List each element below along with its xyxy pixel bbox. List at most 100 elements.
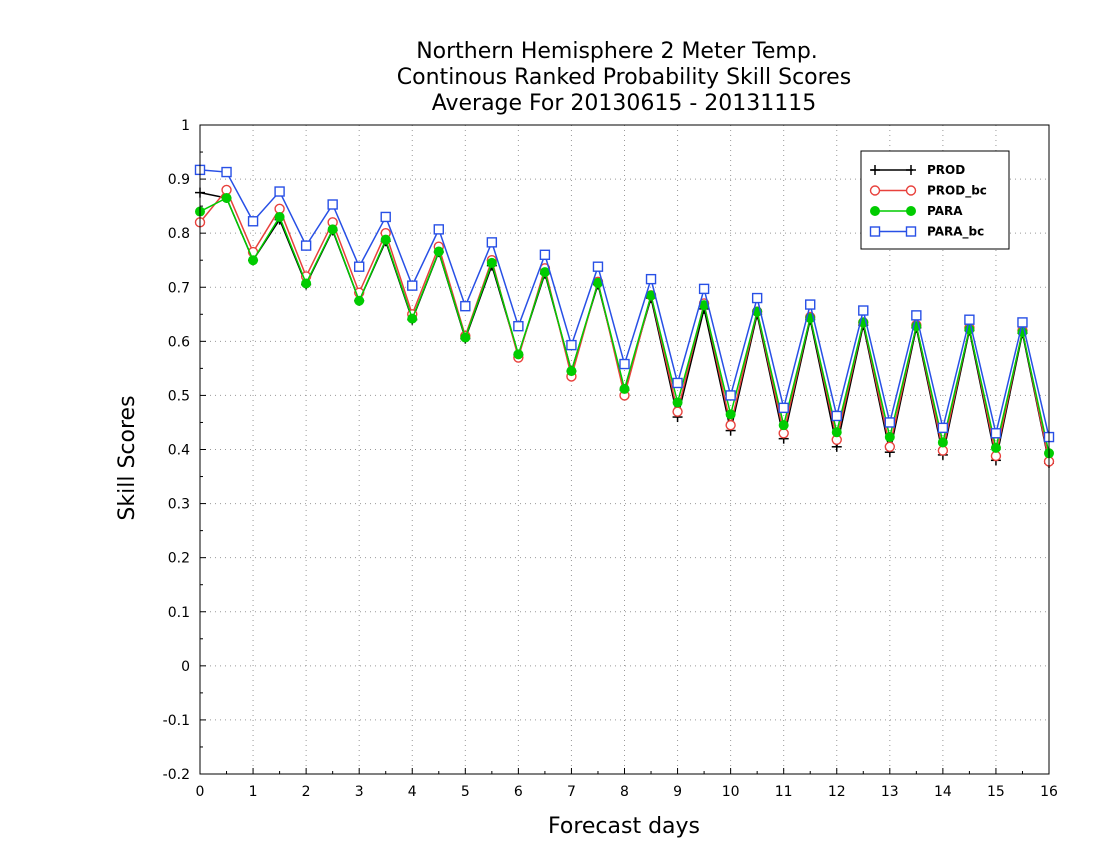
y-tick-label: 0.4 [168, 443, 190, 459]
data-point [247, 216, 259, 227]
x-tick-label: 2 [302, 784, 311, 800]
data-point [725, 419, 736, 431]
data-point [698, 283, 710, 295]
y-tick-label: 0.8 [168, 226, 190, 242]
legend-marker [906, 165, 916, 175]
x-tick-label: 0 [196, 784, 205, 800]
data-point [751, 292, 763, 304]
data-point [433, 224, 444, 235]
data-point [221, 166, 232, 178]
y-tick-label: 0.6 [168, 334, 190, 350]
data-point [513, 320, 524, 332]
data-point [725, 409, 736, 420]
legend-marker [870, 165, 880, 175]
x-tick-label: 6 [514, 784, 523, 800]
data-point [301, 278, 312, 289]
legend-marker [869, 185, 881, 196]
x-tick-label: 15 [987, 784, 1005, 800]
legend-label: PROD_bc [927, 184, 987, 199]
y-tick-label: 0.2 [168, 551, 190, 567]
data-point [990, 442, 1001, 453]
data-point [805, 299, 816, 310]
axis-ticks: 0 1 2 3 4 5 6 7 8 9 10 11 12 13 14 15 1610.90.80.70.60.5… [163, 118, 1058, 800]
series-plot [194, 164, 1055, 469]
data-point [513, 349, 524, 360]
data-point [460, 300, 471, 312]
data-point [937, 437, 948, 448]
data-point [884, 432, 895, 443]
x-tick-label: 3 [355, 784, 364, 800]
data-point [672, 397, 683, 408]
series-para-bc [194, 164, 1055, 443]
data-point [566, 339, 577, 351]
legend-label: PROD [927, 163, 965, 177]
legend-label: PARA_bc [927, 225, 984, 240]
data-point [539, 267, 550, 278]
data-point [619, 358, 630, 370]
title-line-1: Northern Hemisphere 2 Meter Temp. [416, 39, 818, 64]
legend-entry: PROD_bc [869, 184, 987, 199]
legend-entry: PARA_bc [869, 225, 984, 240]
data-point [354, 295, 365, 306]
data-point [327, 224, 338, 235]
data-point [619, 383, 630, 394]
y-tick-label: -0.2 [163, 767, 190, 783]
y-tick-label: 0.7 [168, 280, 190, 296]
x-tick-label: 8 [620, 784, 629, 800]
legend-marker [905, 226, 917, 237]
title-line-2: Continous Ranked Probability Skill Score… [397, 65, 851, 90]
y-tick-label: 0.5 [168, 388, 190, 404]
data-point [486, 237, 498, 248]
x-tick-label: 1 [249, 784, 258, 800]
legend-marker [869, 226, 881, 237]
legend-marker [906, 206, 916, 216]
legend-marker [905, 185, 917, 196]
data-point [831, 427, 842, 438]
x-tick-label: 4 [408, 784, 417, 800]
data-point [672, 406, 683, 417]
x-tick-label: 7 [567, 784, 576, 800]
data-point [884, 417, 896, 428]
data-point [964, 314, 975, 325]
data-point [725, 390, 736, 401]
data-point [778, 402, 789, 414]
data-point [407, 280, 418, 291]
legend-box [860, 150, 1010, 250]
legend-entry: PROD [870, 163, 965, 177]
data-point [407, 313, 418, 324]
data-point [327, 199, 338, 210]
data-point [460, 332, 471, 343]
x-tick-label: 10 [722, 784, 740, 800]
data-point [539, 249, 551, 261]
data-point [380, 211, 391, 223]
data-point [911, 310, 922, 321]
x-tick-label: 16 [1040, 784, 1058, 800]
data-point [274, 186, 285, 197]
data-point [566, 366, 577, 377]
y-axis-label: Skill Scores [115, 395, 140, 520]
data-point [937, 422, 949, 434]
data-point [831, 410, 842, 422]
data-point [884, 441, 896, 452]
data-point [645, 273, 657, 285]
data-point [248, 255, 259, 266]
data-point [221, 193, 232, 204]
data-point [778, 420, 789, 431]
data-point [858, 305, 869, 316]
data-point [433, 246, 444, 257]
data-point [592, 261, 604, 272]
x-tick-label: 13 [881, 784, 899, 800]
data-point [1017, 317, 1028, 328]
data-point [486, 257, 497, 268]
data-point [353, 261, 365, 272]
y-tick-label: -0.1 [163, 713, 190, 729]
grid [200, 125, 1049, 774]
x-tick-label: 11 [775, 784, 793, 800]
x-axis-label: Forecast days [548, 814, 700, 839]
plot-frame [199, 124, 1050, 775]
legend-entry: PARA [870, 204, 963, 218]
data-point [300, 240, 312, 251]
y-tick-label: 0 [181, 659, 190, 675]
y-tick-label: 0.1 [168, 605, 190, 621]
